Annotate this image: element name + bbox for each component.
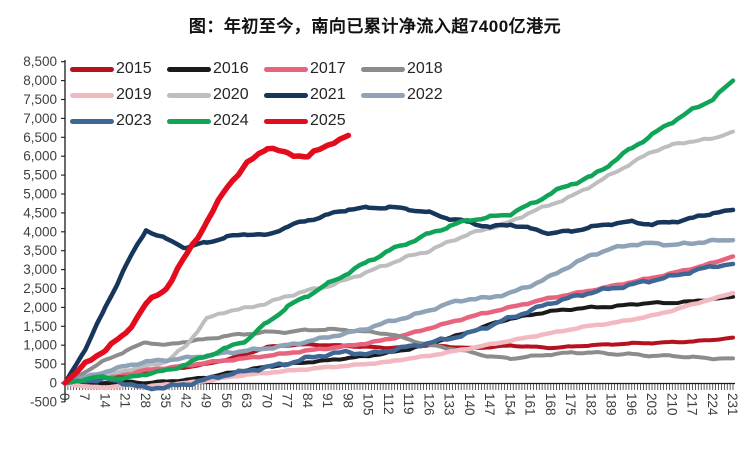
legend-swatch-2019 <box>70 92 114 98</box>
y-axis-label: 1,000 <box>23 338 57 353</box>
x-axis-label: 140 <box>462 393 477 416</box>
x-axis-label: 196 <box>624 393 639 416</box>
legend-label-2018: 2018 <box>407 60 443 77</box>
series-line-2020 <box>63 129 735 385</box>
legend-label-2019: 2019 <box>116 86 152 103</box>
legend-swatch-2025 <box>264 118 308 124</box>
x-axis-label: 182 <box>583 393 598 416</box>
x-axis-label: 203 <box>644 393 659 416</box>
x-axis-label: 14 <box>97 393 112 409</box>
legend-label-2021: 2021 <box>310 86 346 103</box>
legend-swatch-2017 <box>264 66 308 72</box>
legend-swatch-2015 <box>70 66 114 72</box>
x-axis-label: 91 <box>320 393 335 408</box>
legend-item-2020: 2020 <box>167 87 264 103</box>
y-axis-label: -500 <box>30 394 57 409</box>
series-line-2024 <box>62 78 736 386</box>
x-axis-label: 28 <box>138 393 153 408</box>
series-line-2016 <box>63 294 735 387</box>
y-axis-label: 5,500 <box>23 168 57 183</box>
legend-item-2016: 2016 <box>167 61 264 77</box>
x-axis-label: 84 <box>300 393 315 409</box>
series-line-2025 <box>62 132 352 386</box>
y-axis-label: 4,000 <box>23 224 57 239</box>
x-axis-label: 217 <box>685 393 700 416</box>
x-axis-label: 112 <box>381 393 396 415</box>
legend-label-2016: 2016 <box>213 60 249 77</box>
x-axis-label: 224 <box>705 393 720 416</box>
legend-item-2024: 2024 <box>167 113 264 129</box>
chart-legend: 2015 2016 2017 2018 2019 2020 2021 2022 2023 2024… <box>70 56 458 134</box>
x-axis-label: 105 <box>361 393 376 416</box>
x-axis-label: 63 <box>239 393 254 408</box>
legend-swatch-2024 <box>167 118 211 124</box>
x-axis-label: 210 <box>664 393 679 416</box>
legend-label-2015: 2015 <box>116 60 152 77</box>
legend-swatch-2018 <box>361 66 405 72</box>
x-axis-label: 231 <box>725 393 740 416</box>
y-axis-label: 6,000 <box>23 149 57 164</box>
x-axis-label: 56 <box>219 393 234 408</box>
y-axis-label: 1,500 <box>23 319 57 334</box>
y-axis-label: 3,000 <box>23 262 57 277</box>
x-axis-label: 77 <box>280 393 295 408</box>
legend-label-2025: 2025 <box>310 112 346 129</box>
x-axis-label: 119 <box>401 393 416 415</box>
x-axis-label: 154 <box>502 393 517 416</box>
x-axis-label: 49 <box>199 393 214 408</box>
legend-swatch-2020 <box>167 92 211 98</box>
x-axis-label: 7 <box>77 393 92 401</box>
legend-item-2017: 2017 <box>264 61 361 77</box>
y-axis-label: 500 <box>34 357 57 372</box>
y-axis-label: 3,500 <box>23 243 57 258</box>
legend-label-2024: 2024 <box>213 112 249 129</box>
legend-item-2019: 2019 <box>70 87 167 103</box>
legend-label-2022: 2022 <box>407 86 443 103</box>
series-line-2018 <box>63 326 735 385</box>
series-line-2019 <box>62 290 736 391</box>
legend-label-2020: 2020 <box>213 86 249 103</box>
x-axis-label: 161 <box>523 393 538 416</box>
legend-item-2022: 2022 <box>361 87 458 103</box>
x-axis-label: 147 <box>482 393 497 416</box>
series-line-2021 <box>62 204 736 386</box>
x-axis-label: 168 <box>543 393 558 416</box>
legend-item-2023: 2023 <box>70 113 167 129</box>
legend-item-2025: 2025 <box>264 113 361 129</box>
y-axis-label: 4,500 <box>23 205 57 220</box>
x-axis-label: 189 <box>604 393 619 416</box>
legend-swatch-2022 <box>361 92 405 98</box>
legend-label-2023: 2023 <box>116 112 152 129</box>
legend-item-2015: 2015 <box>70 61 167 77</box>
x-axis-label: 21 <box>118 393 133 408</box>
x-axis-label: 70 <box>259 393 274 408</box>
legend-label-2017: 2017 <box>310 60 346 77</box>
legend-swatch-2021 <box>264 92 308 98</box>
x-axis-label: 133 <box>442 393 457 416</box>
y-axis-label: 6,500 <box>23 130 57 145</box>
legend-item-2021: 2021 <box>264 87 361 103</box>
y-axis-label: 8,000 <box>23 73 57 88</box>
legend-item-2018: 2018 <box>361 61 458 77</box>
x-axis-label: 42 <box>178 393 193 408</box>
y-axis-label: 8,500 <box>23 54 57 69</box>
y-axis-label: 2,000 <box>23 300 57 315</box>
x-axis-label: 175 <box>563 393 578 416</box>
x-axis-label: 126 <box>421 393 436 416</box>
y-axis-label: 5,000 <box>23 187 57 202</box>
x-axis-label: 98 <box>340 393 355 408</box>
series-line-2022 <box>62 237 736 386</box>
legend-swatch-2016 <box>167 66 211 72</box>
legend-swatch-2023 <box>70 118 114 124</box>
x-axis-label: 0 <box>57 393 72 401</box>
y-axis-label: 7,000 <box>23 111 57 126</box>
chart-title: 图：年初至今，南向已累计净流入超7400亿港元 <box>188 17 562 36</box>
y-axis-label: 0 <box>49 376 57 391</box>
series-line-2023 <box>62 261 736 392</box>
y-axis-label: 7,500 <box>23 92 57 107</box>
x-axis-label: 35 <box>158 393 173 408</box>
y-axis-label: 2,500 <box>23 281 57 296</box>
